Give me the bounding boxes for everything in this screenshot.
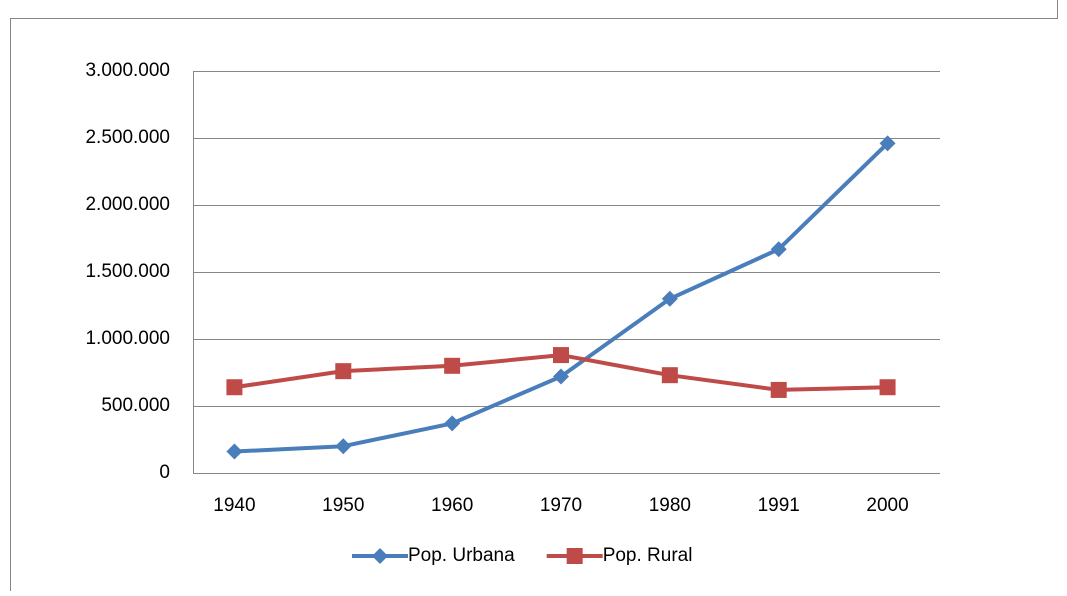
point [444,415,461,432]
point [879,379,896,396]
series-line [234,141,889,454]
y-tick-label: 1.000.000 [85,328,170,349]
legend-label: Pop. Urbana [408,545,515,566]
y-tick-label: 500.000 [101,395,170,416]
chart-frame [10,0,1058,591]
x-tick-label: 2000 [866,495,908,516]
point [879,135,896,152]
point [335,438,352,455]
x-tick-label: 1950 [322,495,364,516]
x-tick-label: 1970 [540,495,582,516]
legend-marker [566,548,583,564]
point [226,443,243,460]
y-tick-label: 2.500.000 [85,127,170,148]
legend-marker [372,548,388,564]
point [335,363,352,380]
point [226,379,243,396]
x-tick-label: 1980 [649,495,691,516]
x-tick-label: 1940 [213,495,255,516]
y-tick-label: 1.500.000 [85,261,170,282]
legend-label: Pop. Rural [603,545,693,566]
point [661,290,678,307]
point [553,347,569,364]
point [661,367,678,384]
y-tick-label: 2.000.000 [85,194,170,215]
x-tick-label: 1991 [758,495,800,516]
y-tick-label: 3.000.000 [85,60,170,81]
point [770,381,787,398]
y-tick-label: 0 [159,462,170,483]
point [553,368,569,385]
x-tick-label: 1960 [431,495,473,516]
point [444,357,461,374]
point [770,241,787,258]
